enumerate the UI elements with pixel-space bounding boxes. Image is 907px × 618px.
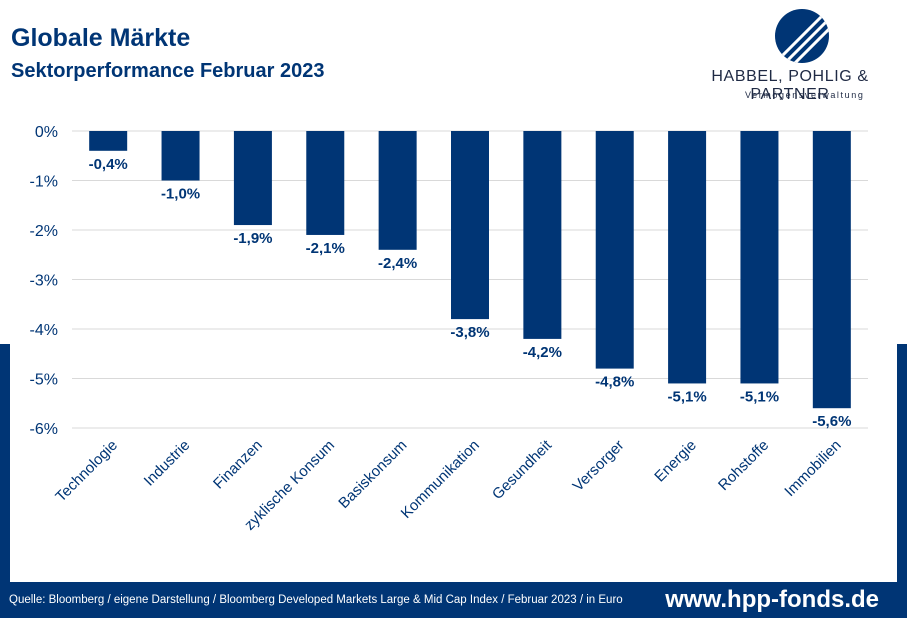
bar — [161, 131, 200, 181]
data-label: -5,1% — [740, 388, 779, 405]
footer-bar: Quelle: Bloomberg / eigene Darstellung /… — [0, 582, 907, 618]
data-label: -4,8% — [595, 374, 634, 391]
bar — [451, 131, 489, 320]
data-label: -2,4% — [378, 255, 417, 272]
bar — [668, 131, 707, 384]
x-tick-label: Finanzen — [210, 437, 266, 493]
data-labels: -0,4% -1,0% -1,9% -2,1% -2,4% -3,8% -4,2% -4,8%… — [89, 156, 852, 430]
bar — [306, 131, 345, 235]
bar — [378, 131, 417, 250]
bars — [89, 131, 851, 409]
company-logo: HABBEL, POHLIG & PARTNER Vermögensverwal… — [690, 8, 890, 103]
bar — [89, 131, 128, 151]
logo-company-name: HABBEL, POHLIG & PARTNER — [711, 68, 869, 103]
y-tick-label: -1% — [30, 174, 58, 191]
x-tick-label: Versorger — [570, 437, 628, 495]
bar — [812, 131, 851, 409]
data-label: -4,2% — [523, 344, 562, 361]
data-label: -3,8% — [450, 324, 489, 341]
y-tick-label: -2% — [30, 223, 58, 240]
data-label: -5,6% — [812, 413, 851, 430]
data-label: -2,1% — [306, 240, 345, 257]
x-tick-label: Gesundheit — [489, 436, 556, 503]
y-tick-label: -3% — [30, 273, 58, 290]
data-label: -5,1% — [667, 388, 706, 405]
data-label: -1,9% — [233, 230, 272, 247]
data-label: -1,0% — [161, 186, 200, 203]
page-subtitle: Sektorperformance Februar 2023 — [11, 60, 325, 82]
x-tick-label: Basiskonsum — [335, 437, 410, 512]
x-tick-label: Industrie — [141, 437, 194, 490]
page-title: Globale Märkte — [11, 24, 191, 52]
source-note: Quelle: Bloomberg / eigene Darstellung /… — [9, 594, 623, 606]
bar — [523, 131, 562, 339]
website-link[interactable]: www.hpp-fonds.de — [665, 586, 879, 613]
bar — [595, 131, 634, 369]
logo-emblem-icon — [775, 9, 829, 63]
y-tick-label: 0% — [35, 124, 58, 141]
bar — [233, 131, 272, 226]
bar — [740, 131, 779, 384]
left-accent-band — [0, 344, 10, 618]
x-tick-label: Kommunikation — [398, 437, 483, 522]
right-accent-band — [897, 344, 907, 618]
x-tick-label: Energie — [651, 437, 700, 486]
y-tick-label: -4% — [30, 322, 58, 339]
x-tick-label: Rohstoffe — [715, 437, 772, 494]
x-tick-label: Technologie — [52, 437, 121, 506]
y-tick-label: -6% — [30, 421, 58, 438]
logo-tagline: Vermögensverwaltung — [745, 90, 865, 100]
data-label: -0,4% — [89, 156, 128, 173]
y-tick-label: -5% — [30, 372, 58, 389]
sector-performance-chart: 0% -1% -2% -3% -4% -5% -6% -0,4% -1,0% -1,9% -2,1… — [30, 124, 868, 534]
x-tick-label: Immobilien — [781, 437, 844, 500]
y-axis-ticks: 0% -1% -2% -3% -4% -5% -6% — [30, 124, 58, 438]
